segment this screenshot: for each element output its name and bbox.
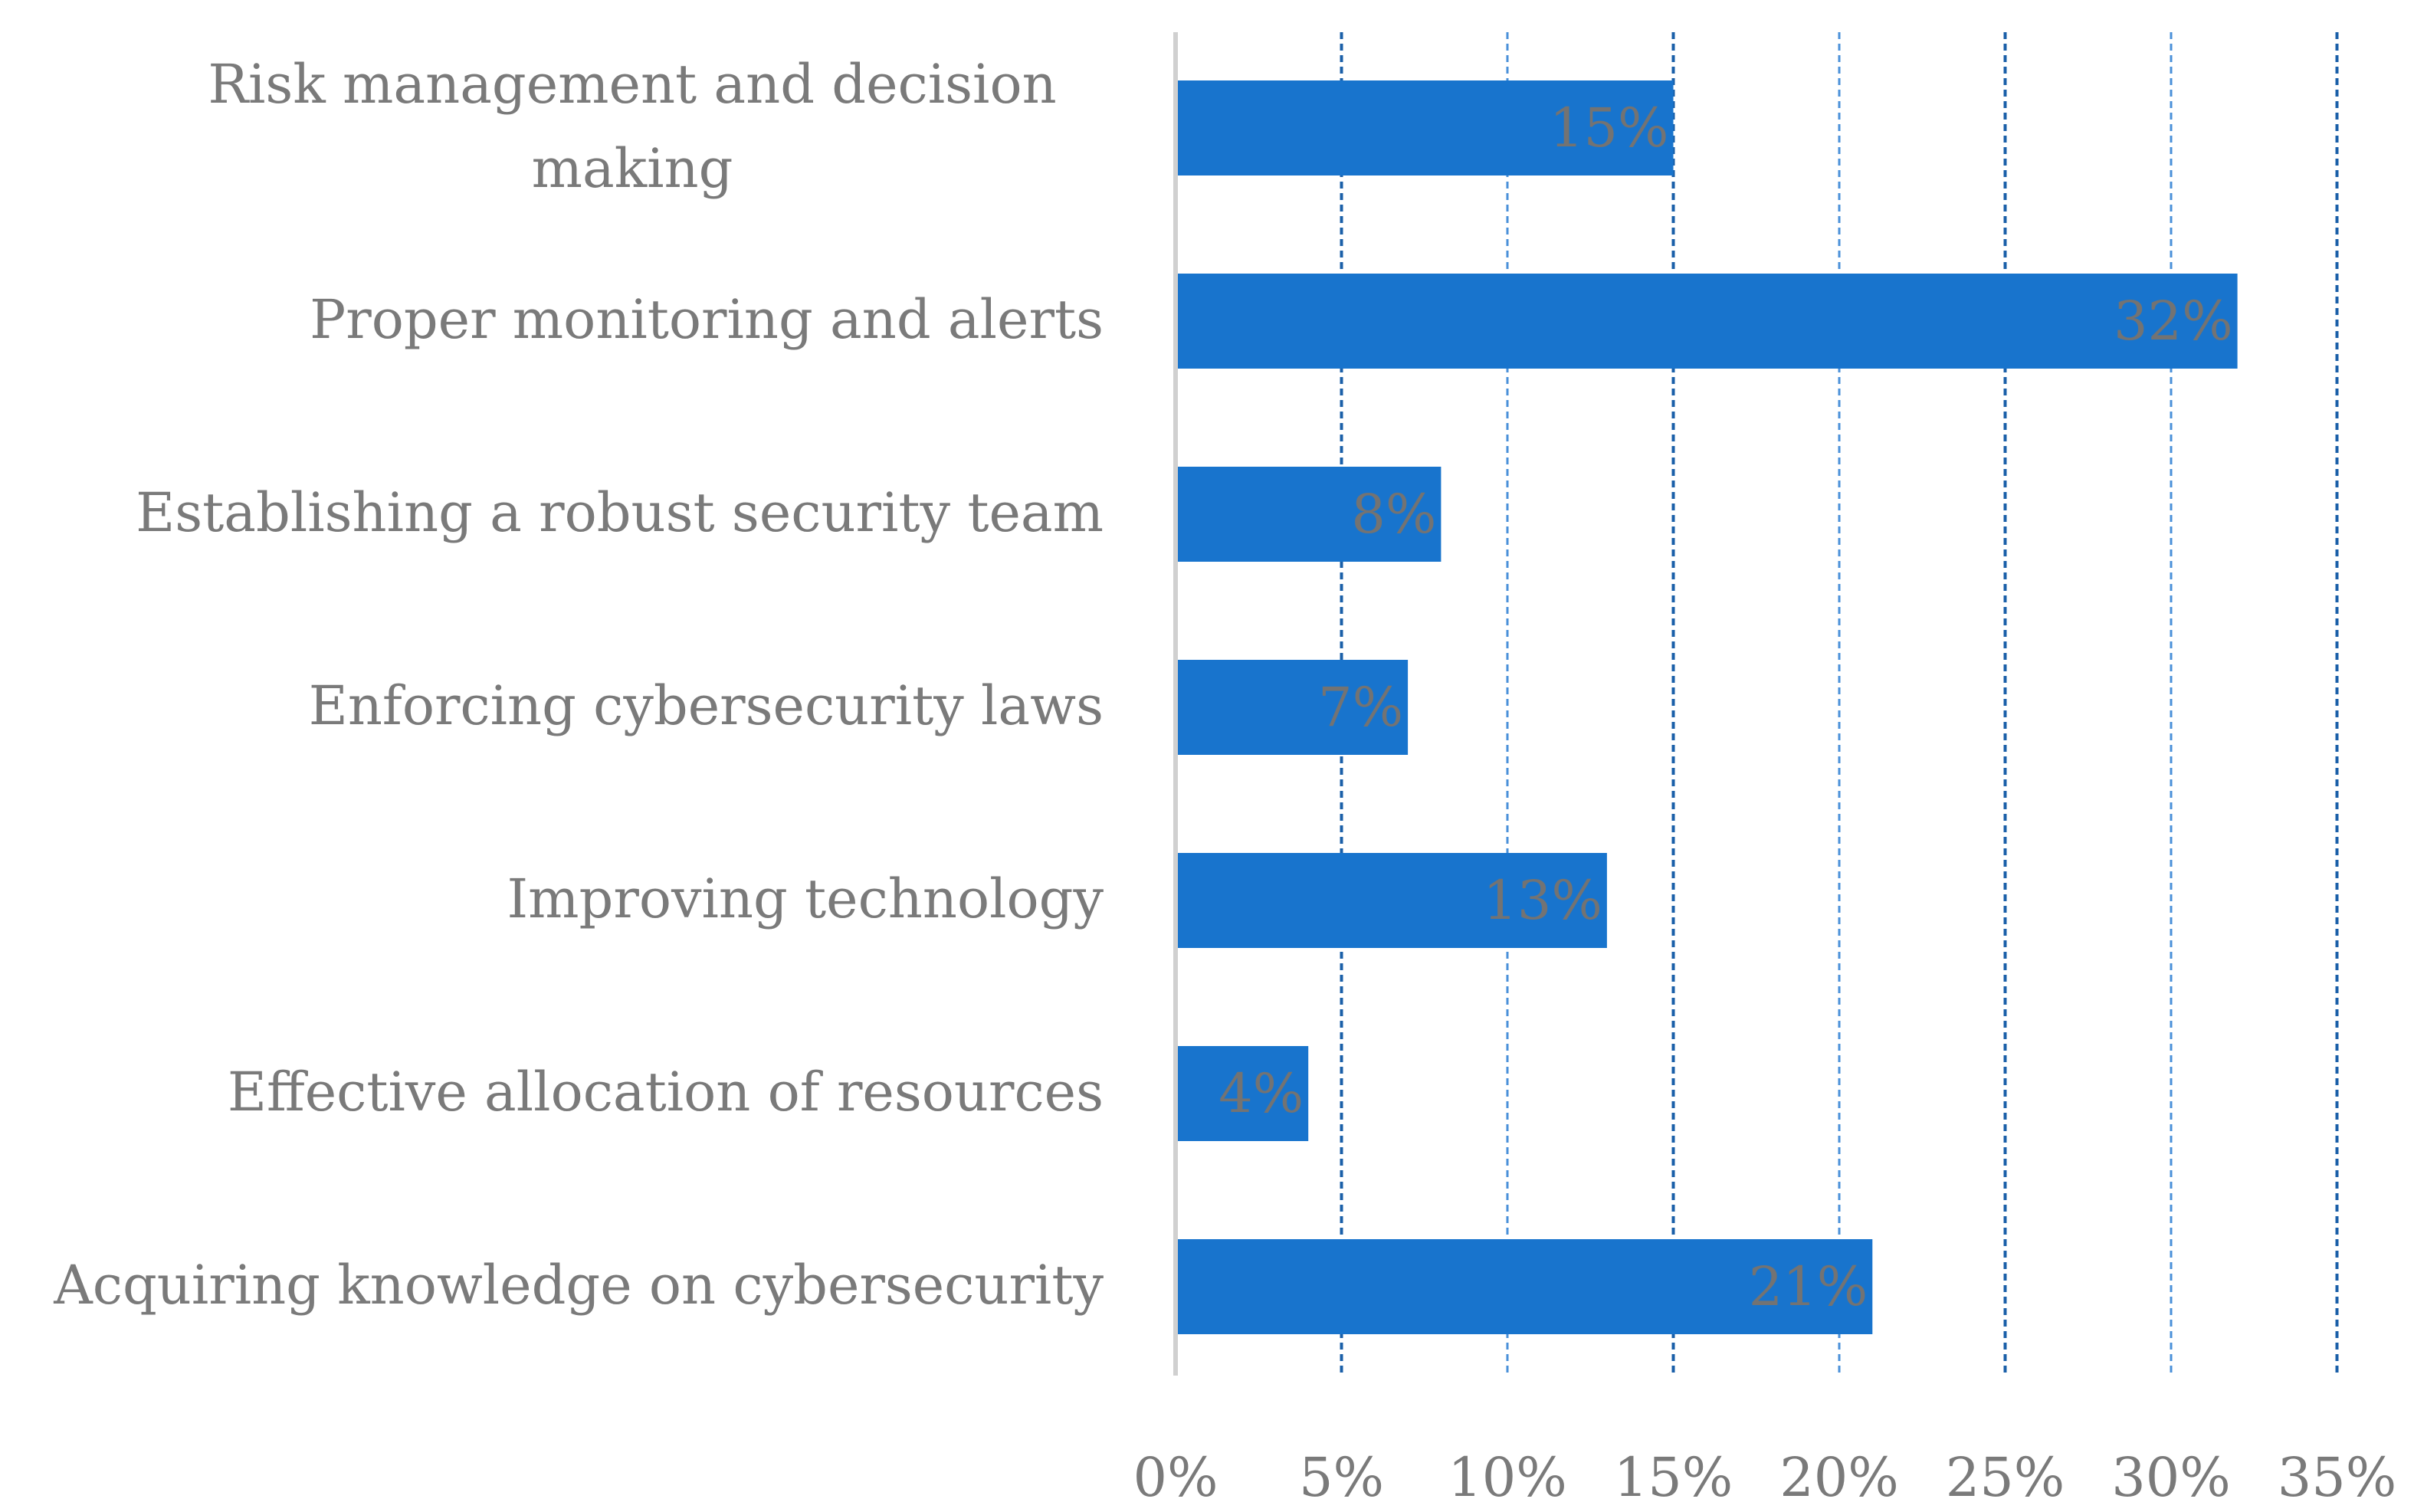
category-label: Improving technology: [507, 868, 1104, 930]
bar: [1176, 467, 1442, 562]
bar: [1176, 660, 1409, 755]
x-tick-label: 25%: [1946, 1446, 2065, 1509]
x-tick-label: 20%: [1779, 1446, 1899, 1509]
category-label: Risk management and decision: [208, 53, 1056, 116]
category-label: Establishing a robust security team: [136, 481, 1104, 544]
category-label: making: [532, 137, 733, 200]
x-tick-label: 15%: [1614, 1446, 1733, 1509]
category-label: Effective allocation of resources: [228, 1061, 1104, 1123]
x-tick-label: 35%: [2278, 1446, 2397, 1509]
category-label: Enforcing cybersecurity laws: [309, 674, 1104, 737]
x-tick-label: 0%: [1133, 1446, 1218, 1509]
x-tick-label: 10%: [1448, 1446, 1567, 1509]
bars: [1176, 80, 2238, 1334]
bar: [1176, 80, 1674, 175]
x-tick-label: 5%: [1299, 1446, 1384, 1509]
grid-lines: [1340, 32, 2339, 1376]
category-label: Proper monitoring and alerts: [310, 288, 1104, 351]
data-label: 4%: [1218, 1062, 1304, 1125]
data-label: 21%: [1749, 1255, 1868, 1318]
data-labels: 15% 32% 8% 7% 13% 4% 21%: [1218, 97, 2232, 1318]
data-label: 7%: [1318, 676, 1403, 739]
bar: [1176, 274, 2238, 369]
data-label: 8%: [1351, 483, 1436, 546]
category-labels: Risk management and decision making Proper…: [53, 53, 1104, 1317]
x-tick-label: 30%: [2111, 1446, 2231, 1509]
bar: [1176, 1046, 1309, 1141]
category-label: Acquiring knowledge on cybersecurity: [53, 1254, 1104, 1317]
data-label: 13%: [1483, 869, 1602, 932]
bar: [1176, 853, 1607, 948]
data-label: 15%: [1550, 97, 1669, 159]
bar: [1176, 1239, 1873, 1334]
x-tick-labels: 0% 5% 10% 15% 20% 25% 30% 35%: [1133, 1446, 2396, 1509]
data-label: 32%: [2114, 290, 2233, 353]
